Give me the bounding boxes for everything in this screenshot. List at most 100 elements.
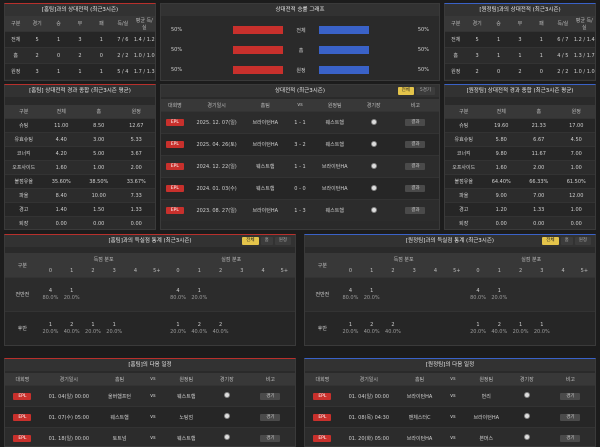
note-button[interactable]: 결과 [405, 119, 426, 126]
match-cell: 브라이턴HA [313, 177, 356, 200]
note-button[interactable]: 결과 [405, 185, 426, 192]
goal-count: 1 [48, 321, 53, 328]
league-cell: EPL [161, 199, 189, 221]
match-cell: 노팅엄 [164, 406, 208, 428]
bucket-cell: 3 [531, 265, 553, 278]
stats-cell: 6 / 7 [552, 31, 574, 48]
note-button[interactable]: 경기 [260, 413, 281, 421]
title-text: [홈팀]의 다음 일정 [128, 362, 172, 368]
stats-cell: 0.00 [42, 216, 80, 229]
note-button[interactable]: 경기 [560, 434, 581, 442]
win-rate-panel: 상대전적 승률 그래프 50% 전체 50% 50% 홈 50% 50% 원정 50% [160, 3, 440, 81]
match-cell: vs [141, 385, 165, 407]
row-label: 전반전 [5, 277, 40, 312]
stats-cell: 1.0 / 1.0 [133, 47, 155, 64]
tab[interactable]: 5경기 [415, 87, 435, 95]
note-button[interactable]: 결과 [405, 141, 426, 148]
stats-cell: 0.00 [520, 216, 558, 229]
league-cell: EPL [305, 385, 340, 407]
note-cell: 결과 [391, 111, 439, 134]
goal-pct: 20.0% [170, 328, 186, 335]
league-cell: EPL [305, 406, 340, 428]
header-cell: 경기일시 [339, 373, 398, 386]
stats-table: 구분 전체 홈 원정 슈팅 19.60 21.33 17.00 유효슈팅 5.80 6.67 4.50… [445, 105, 595, 229]
stats-cell: 11.00 [42, 118, 80, 133]
league-badge: EPL [313, 434, 332, 442]
stats-row: 볼점유율 35.60% 38.50% 33.67% [5, 174, 155, 189]
note-button[interactable]: 경기 [560, 392, 581, 400]
stadium-cell [507, 385, 546, 407]
goal-pct: 20.0% [491, 294, 508, 301]
stats-cell: 64.40% [482, 174, 520, 189]
note-button[interactable]: 경기 [260, 392, 281, 400]
header-cell: 실점 분포 [167, 253, 295, 265]
stats-cell: 3 [466, 47, 488, 64]
match-cell: 2024. 12. 22(일) [188, 155, 245, 178]
header-cell: 홈 [80, 105, 118, 119]
header-cell: 비고 [545, 373, 595, 386]
goal-pct: 20.0% [42, 328, 59, 335]
header-cell: 비고 [391, 99, 439, 112]
stats-cell: 1.60 [42, 160, 80, 175]
stats-cell: 5.33 [117, 132, 155, 147]
goal-cell [209, 277, 232, 312]
stats-cell: 1 [487, 31, 510, 48]
tab[interactable]: 원정 [574, 237, 591, 245]
stats-cell: 1 [90, 63, 113, 79]
stats-cell: 유효슈팅 [5, 132, 43, 147]
match-cell: 브라이턴HA [244, 199, 287, 221]
goal-cell: 1 20.0% [82, 311, 104, 345]
header-cell: 경기장 [507, 373, 546, 386]
match-cell: 웨스트햄 [313, 133, 356, 156]
stats-cell: 슈팅 [5, 118, 43, 133]
stats-row: 파울 8.40 10.00 7.33 [5, 188, 155, 203]
stats-cell: 코너킥 [5, 146, 43, 161]
goal-cell: 2 40.0% [488, 311, 510, 345]
stats-row: 오프사이드 1.60 2.00 1.00 [445, 160, 595, 175]
stadium-icon [223, 434, 230, 440]
match-cell: 0 - 0 [286, 177, 314, 200]
tab[interactable]: 홈 [560, 237, 573, 245]
header-cell: 득/실 [552, 16, 574, 32]
tabs: 전체 5경기 [397, 87, 435, 95]
match-row: EPL 01. 08(목) 04:30 맨체스터C vs 브라이턴HA 경기 [305, 406, 595, 428]
stats-table: 구분 경기 승 무 패 득/실 평균 득/실 전체 5 1 3 1 7 / 6 1.4 / 1.2 홈 2 0 2… [5, 16, 155, 79]
stadium-icon [370, 184, 377, 191]
note-button[interactable]: 경기 [260, 434, 281, 442]
goal-cell: 2 40.0% [361, 311, 383, 345]
tab[interactable]: 전체 [242, 237, 259, 245]
stats-cell: 1.40 [42, 202, 80, 217]
goal-count: 1 [370, 287, 374, 294]
panel-title: [원정팀]과의 득실점 통계 (최근3시즌) 전체 홈 원정 [305, 235, 595, 247]
goal-pct: 80.0% [42, 294, 59, 301]
stats-cell: 1 [47, 31, 70, 48]
stats-cell: 3 [509, 31, 531, 48]
stats-cell: 0 [487, 63, 510, 79]
header-cell: 구분 [445, 16, 467, 32]
goal-cell [273, 311, 295, 345]
league-cell: EPL [5, 427, 40, 446]
title-text: [원정팀]과의 상대전적 (최근3시즌) [479, 7, 561, 13]
stats-cell: 오프사이드 [5, 160, 43, 175]
goal-pct: 40.0% [363, 328, 380, 335]
league-badge: EPL [165, 163, 184, 170]
home-rate: 50% [171, 67, 183, 73]
tab[interactable]: 전체 [542, 237, 559, 245]
stats-cell: 7 / 6 [112, 31, 134, 48]
header-cell: 구분 [5, 16, 27, 32]
header-cell: 전체 [42, 105, 80, 119]
note-button[interactable]: 경기 [560, 413, 581, 421]
tab[interactable]: 홈 [260, 237, 273, 245]
stats-cell: 4.40 [42, 132, 80, 147]
stats-cell: 전체 [445, 31, 467, 48]
stats-cell: 38.50% [80, 174, 118, 189]
tab[interactable]: 전체 [397, 87, 414, 95]
header-cell: 대회명 [5, 373, 40, 386]
goal-pct: 20.0% [63, 294, 80, 301]
tab[interactable]: 원정 [274, 237, 291, 245]
note-cell: 결과 [391, 133, 439, 156]
note-button[interactable]: 결과 [405, 207, 426, 214]
stats-cell: 퇴장 [445, 216, 483, 229]
note-button[interactable]: 결과 [405, 163, 426, 170]
goal-count: 2 [218, 321, 223, 328]
